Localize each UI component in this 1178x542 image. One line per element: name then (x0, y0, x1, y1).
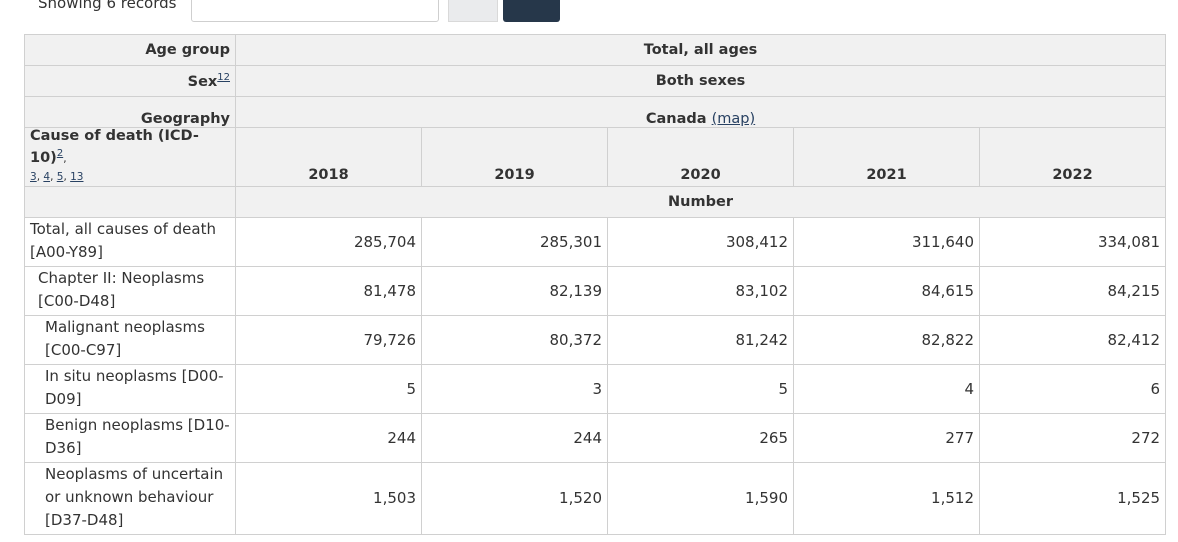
year-header-2018: 2018 (235, 127, 422, 187)
table-row: Total, all causes of death [A00-Y89] 285… (24, 216, 1167, 267)
age-group-label: Age group (24, 34, 236, 66)
cell-value: 334,081 (978, 216, 1167, 267)
cell-value: 4 (793, 363, 980, 414)
data-table: Age group Total, all ages Sex12 Both sex… (24, 34, 1167, 535)
cell-value: 285,704 (235, 216, 422, 267)
cell-value: 82,139 (421, 265, 608, 316)
filter-label: Filter (448, 0, 498, 22)
cause-footnote-links: 3, 4, 5, 13 (30, 171, 84, 183)
footnote-separator: , (36, 170, 41, 183)
year-header-2022: 2022 (978, 127, 1167, 187)
table-row: Neoplasms of uncertain or unknown behavi… (24, 461, 1167, 535)
cell-value: 265 (607, 412, 794, 463)
cause-footnote-4[interactable]: 4 (43, 170, 51, 183)
cell-value: 244 (235, 412, 422, 463)
age-group-value: Total, all ages (234, 34, 1167, 66)
sex-label: Sex12 (24, 65, 236, 97)
cell-value: 308,412 (607, 216, 794, 267)
cell-value: 311,640 (793, 216, 980, 267)
footnote-separator: , (50, 170, 54, 183)
filter-bar: Showing 6 records Filter (0, 0, 1178, 24)
cell-value: 5 (235, 363, 422, 414)
cell-value: 81,242 (607, 314, 794, 365)
cause-footnote-3[interactable]: 3 (30, 170, 37, 183)
cell-value: 82,822 (793, 314, 980, 365)
cell-value: 244 (421, 412, 608, 463)
cell-value: 82,412 (978, 314, 1167, 365)
table-row: Benign neoplasms [D10-D36] 244 244 265 2… (24, 412, 1167, 463)
footnote-separator: , (63, 170, 67, 183)
table-row: Malignant neoplasms [C00-C97] 79,726 80,… (24, 314, 1167, 365)
cell-value: 272 (978, 412, 1167, 463)
row-label: Total, all causes of death [A00-Y89] (24, 216, 236, 267)
year-header-2019: 2019 (421, 127, 608, 187)
cell-value: 84,615 (793, 265, 980, 316)
cell-value: 277 (793, 412, 980, 463)
year-header-2021: 2021 (793, 127, 980, 187)
cause-footnote-2[interactable]: 2 (56, 148, 64, 159)
unit-label: Number (234, 185, 1167, 218)
cell-value: 81,478 (235, 265, 422, 316)
cell-value: 6 (978, 363, 1167, 414)
cell-value: 1,525 (978, 461, 1167, 535)
row-label: Neoplasms of uncertain or unknown behavi… (24, 461, 236, 535)
footnote-separator: , (63, 152, 67, 165)
table-row: In situ neoplasms [D00-D09] 5 3 5 4 6 (24, 363, 1167, 414)
sex-value: Both sexes (234, 65, 1167, 97)
unit-row-spacer (24, 185, 236, 218)
record-count-text: Showing 6 records (38, 0, 177, 12)
year-header-2020: 2020 (607, 127, 794, 187)
row-label: In situ neoplasms [D00-D09] (24, 363, 236, 414)
cell-value: 80,372 (421, 314, 608, 365)
sex-label-text: Sex (187, 73, 218, 90)
cell-value: 1,520 (421, 461, 608, 535)
cell-value: 285,301 (421, 216, 608, 267)
table-row: Chapter II: Neoplasms [C00-D48] 81,478 8… (24, 265, 1167, 316)
cause-footnote-13[interactable]: 13 (70, 170, 84, 183)
cell-value: 5 (607, 363, 794, 414)
cell-value: 1,512 (793, 461, 980, 535)
cause-label-text: Cause of death (ICD-10) (30, 128, 199, 166)
cell-value: 79,726 (235, 314, 422, 365)
geography-name: Canada (645, 111, 707, 127)
row-label: Malignant neoplasms [C00-C97] (24, 314, 236, 365)
cell-value: 3 (421, 363, 608, 414)
cell-value: 84,215 (978, 265, 1167, 316)
geography-map-link[interactable]: (map) (711, 111, 756, 127)
filter-button[interactable] (503, 0, 560, 22)
geography-value: Canada (map) (234, 96, 1167, 128)
cell-value: 1,503 (235, 461, 422, 535)
geography-label: Geography (24, 96, 236, 128)
sex-footnote-link[interactable]: 12 (217, 72, 230, 84)
row-label: Benign neoplasms [D10-D36] (24, 412, 236, 463)
row-label: Chapter II: Neoplasms [C00-D48] (24, 265, 236, 316)
cell-value: 83,102 (607, 265, 794, 316)
filter-input[interactable] (191, 0, 439, 22)
cause-of-death-header: Cause of death (ICD-10)2, 3, 4, 5, 13 (24, 127, 236, 187)
cell-value: 1,590 (607, 461, 794, 535)
cause-footnote-5[interactable]: 5 (56, 170, 64, 183)
